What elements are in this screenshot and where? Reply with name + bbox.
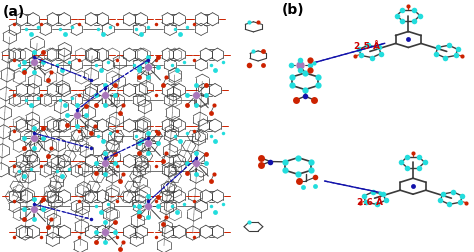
Text: 2.5 Å: 2.5 Å <box>355 42 380 51</box>
Text: 2.6 Å: 2.6 Å <box>357 197 383 206</box>
Text: (b): (b) <box>282 3 304 16</box>
Text: (a): (a) <box>2 5 25 19</box>
